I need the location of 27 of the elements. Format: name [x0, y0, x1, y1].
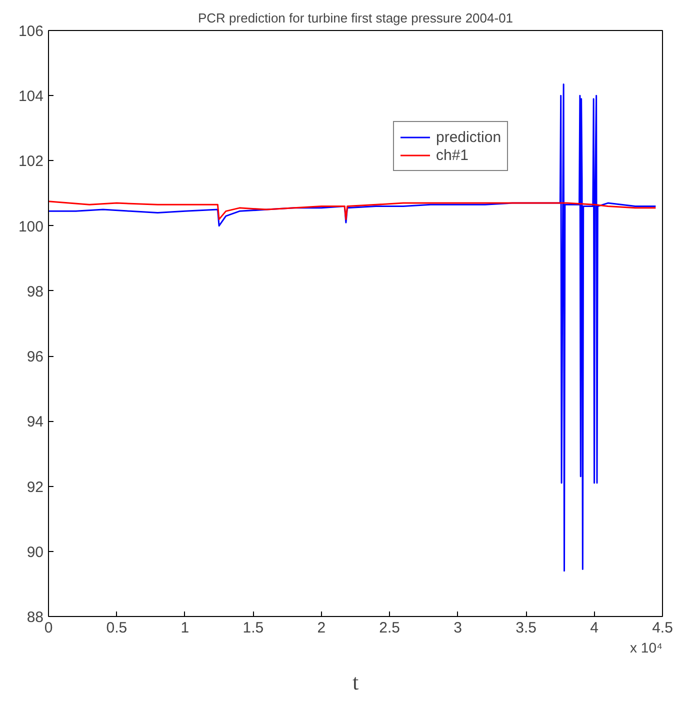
y-tick-label: 102 — [18, 153, 44, 170]
line-series — [48, 83, 656, 572]
x-tick-label: 3.5 — [516, 620, 536, 636]
y-tick-label: 106 — [18, 23, 44, 40]
x-axis-title: t — [352, 670, 359, 694]
y-tick-label: 100 — [18, 218, 44, 236]
x-tick-label: 2 — [317, 620, 326, 636]
x-tick-label: 2.5 — [379, 620, 400, 636]
x-tick-label: 0.5 — [106, 620, 128, 636]
y-tick-label: 92 — [26, 478, 44, 496]
x-tick-label: 1.5 — [242, 620, 264, 636]
y-tick-label: 98 — [26, 283, 44, 300]
legend-label: prediction — [436, 128, 502, 146]
x-tick-label: 1 — [180, 620, 190, 636]
y-tick-label: 88 — [26, 609, 44, 626]
y-tick-label: 104 — [18, 88, 44, 106]
y-tick-label: 94 — [26, 414, 44, 431]
x-tick-label: 3 — [454, 620, 462, 636]
y-tick-label: 96 — [26, 348, 44, 366]
line-series — [48, 200, 656, 220]
x-tick-label: 4.5 — [652, 620, 673, 636]
legend-label: ch#1 — [436, 146, 469, 164]
chart-title: PCR prediction for turbine first stage pressure 2004-01 — [198, 10, 514, 26]
text: x 10⁴ — [630, 640, 663, 656]
y-tick-label: 90 — [26, 544, 44, 561]
x-tick-label: 4 — [590, 620, 598, 636]
x-tick-label: 0 — [44, 620, 53, 636]
